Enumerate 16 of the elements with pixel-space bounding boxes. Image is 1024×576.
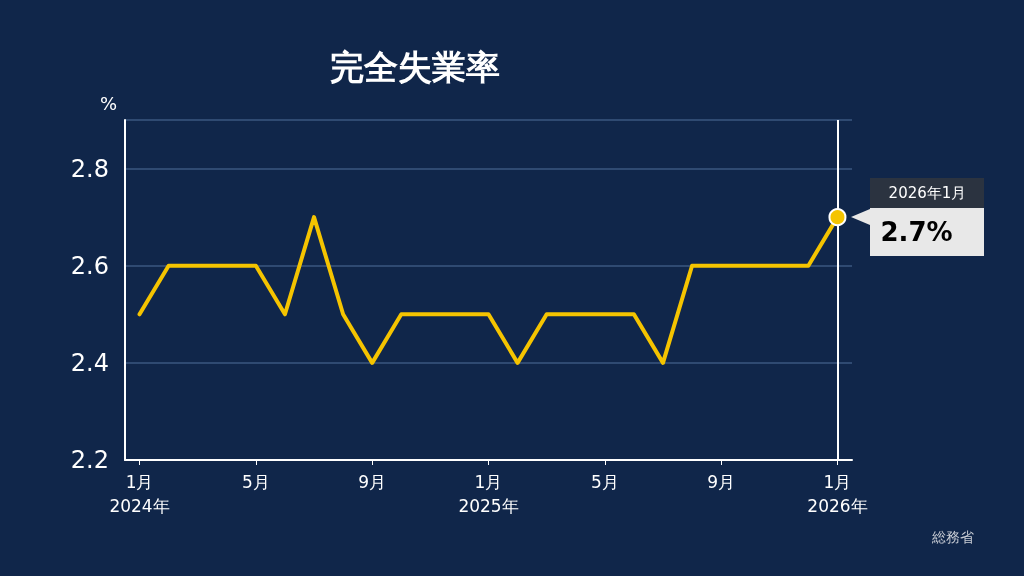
chart-title: 完全失業率	[330, 47, 500, 87]
x-tick-label: 1月 2024年	[109, 472, 170, 516]
y-tick-label: 2.4	[70, 348, 109, 377]
x-tick-label: 5月	[241, 472, 270, 492]
text: 2026年1月	[870, 178, 985, 209]
y-tick-label: 2.6	[70, 251, 109, 280]
y-axis-title: %	[99, 92, 117, 114]
x-tick-label: 9月	[358, 472, 387, 492]
x-tick-label: 1月 2025年	[458, 472, 519, 516]
text: 総務省	[931, 529, 974, 545]
y-tick-label: 2.8	[70, 154, 109, 183]
x-tick-label: 5月	[590, 472, 619, 492]
x-tick-label: 9月	[707, 472, 736, 492]
x-tick-label: 1月 2026年	[807, 472, 868, 516]
y-tick-label: 2.2	[70, 446, 109, 474]
text: 2.7%	[870, 208, 985, 257]
